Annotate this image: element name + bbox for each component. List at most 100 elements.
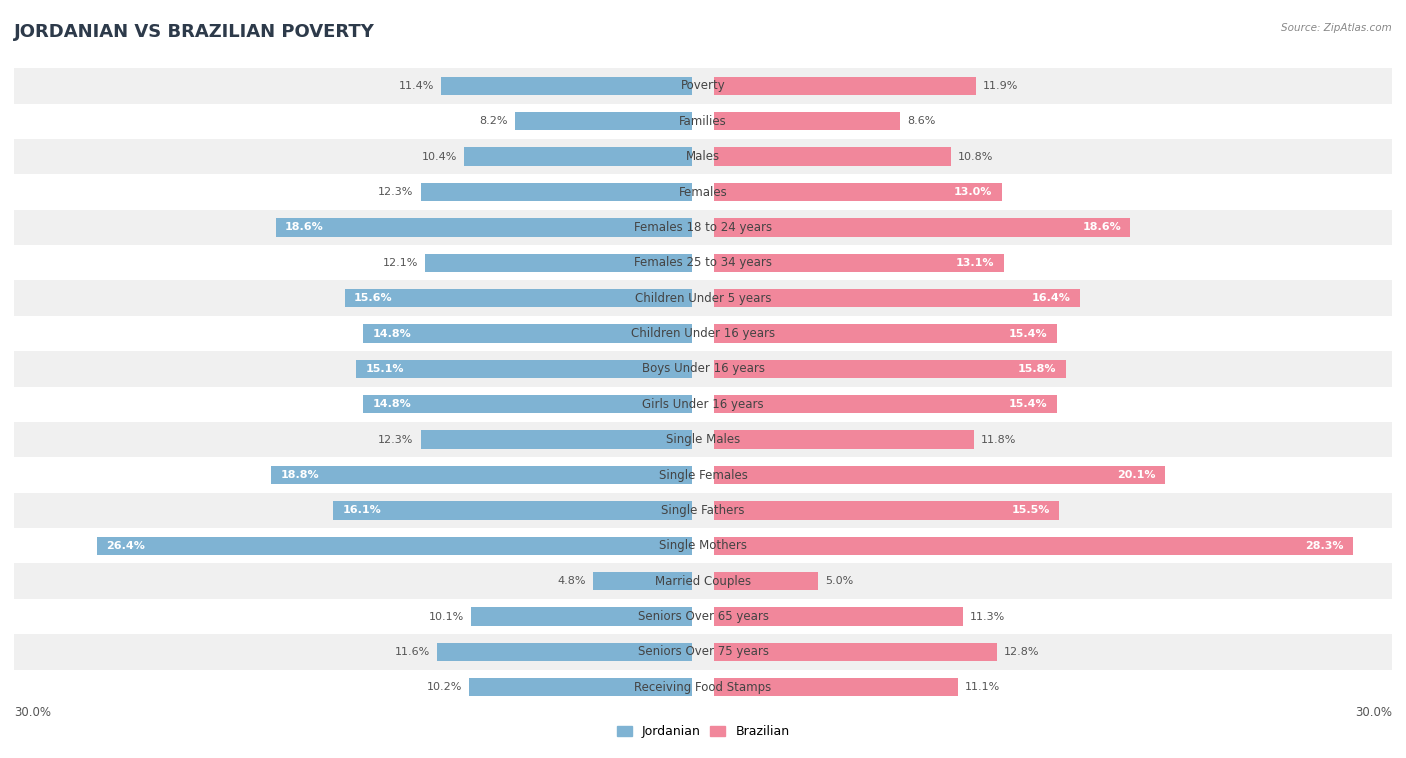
Bar: [14, 245, 1392, 280]
Bar: [471, 607, 692, 625]
Bar: [714, 678, 957, 697]
Text: 13.0%: 13.0%: [955, 187, 993, 197]
Text: 18.8%: 18.8%: [280, 470, 319, 480]
Text: 10.1%: 10.1%: [429, 612, 464, 622]
Text: Families: Families: [679, 114, 727, 128]
Bar: [97, 537, 692, 555]
Bar: [437, 643, 692, 661]
Text: 11.4%: 11.4%: [399, 81, 434, 91]
Text: 15.5%: 15.5%: [1011, 506, 1050, 515]
Bar: [363, 324, 692, 343]
Text: Poverty: Poverty: [681, 80, 725, 92]
Text: 11.8%: 11.8%: [981, 434, 1017, 445]
Text: 10.2%: 10.2%: [426, 682, 461, 692]
Bar: [14, 68, 1392, 104]
Bar: [420, 183, 692, 201]
Bar: [714, 395, 1057, 413]
Bar: [276, 218, 692, 236]
Text: 15.6%: 15.6%: [354, 293, 392, 303]
Bar: [344, 289, 692, 307]
Text: 16.1%: 16.1%: [343, 506, 381, 515]
Text: Females: Females: [679, 186, 727, 199]
Bar: [714, 183, 1001, 201]
Bar: [14, 387, 1392, 422]
Text: 10.8%: 10.8%: [957, 152, 993, 161]
Text: 18.6%: 18.6%: [285, 222, 323, 233]
Text: 16.4%: 16.4%: [1032, 293, 1070, 303]
Text: Single Fathers: Single Fathers: [661, 504, 745, 517]
Text: JORDANIAN VS BRAZILIAN POVERTY: JORDANIAN VS BRAZILIAN POVERTY: [14, 23, 375, 41]
Text: Females 18 to 24 years: Females 18 to 24 years: [634, 221, 772, 234]
Bar: [14, 104, 1392, 139]
Text: Children Under 5 years: Children Under 5 years: [634, 292, 772, 305]
Bar: [14, 316, 1392, 351]
Bar: [425, 254, 692, 272]
Bar: [714, 218, 1130, 236]
Text: Single Males: Single Males: [666, 433, 740, 446]
Text: 12.8%: 12.8%: [1004, 647, 1039, 657]
Text: 4.8%: 4.8%: [557, 576, 586, 586]
Text: 15.8%: 15.8%: [1018, 364, 1057, 374]
Text: 20.1%: 20.1%: [1116, 470, 1156, 480]
Bar: [14, 493, 1392, 528]
Bar: [714, 77, 976, 95]
Text: Males: Males: [686, 150, 720, 163]
Text: Females 25 to 34 years: Females 25 to 34 years: [634, 256, 772, 269]
Bar: [714, 643, 997, 661]
Bar: [441, 77, 692, 95]
Bar: [714, 466, 1164, 484]
Text: Receiving Food Stamps: Receiving Food Stamps: [634, 681, 772, 694]
Text: 12.3%: 12.3%: [378, 434, 413, 445]
Bar: [714, 254, 1004, 272]
Bar: [14, 351, 1392, 387]
Bar: [14, 599, 1392, 634]
Bar: [14, 634, 1392, 669]
Bar: [420, 431, 692, 449]
Text: 5.0%: 5.0%: [825, 576, 853, 586]
Text: 11.6%: 11.6%: [395, 647, 430, 657]
Bar: [333, 501, 692, 519]
Text: 30.0%: 30.0%: [1355, 706, 1392, 719]
Bar: [14, 210, 1392, 245]
Text: Seniors Over 65 years: Seniors Over 65 years: [637, 610, 769, 623]
Bar: [14, 528, 1392, 563]
Bar: [714, 360, 1066, 378]
Text: 14.8%: 14.8%: [373, 328, 411, 339]
Text: 15.1%: 15.1%: [366, 364, 404, 374]
Text: 14.8%: 14.8%: [373, 399, 411, 409]
Bar: [593, 572, 692, 590]
Text: 12.3%: 12.3%: [378, 187, 413, 197]
Bar: [714, 572, 818, 590]
Text: 15.4%: 15.4%: [1010, 328, 1047, 339]
Text: Single Females: Single Females: [658, 468, 748, 481]
Text: 11.1%: 11.1%: [965, 682, 1000, 692]
Bar: [714, 112, 900, 130]
Text: 18.6%: 18.6%: [1083, 222, 1121, 233]
Text: 10.4%: 10.4%: [422, 152, 457, 161]
Bar: [14, 280, 1392, 316]
Bar: [515, 112, 692, 130]
Bar: [14, 422, 1392, 457]
Text: Source: ZipAtlas.com: Source: ZipAtlas.com: [1281, 23, 1392, 33]
Bar: [14, 563, 1392, 599]
Text: Boys Under 16 years: Boys Under 16 years: [641, 362, 765, 375]
Bar: [714, 431, 974, 449]
Bar: [14, 457, 1392, 493]
Bar: [14, 174, 1392, 210]
Bar: [714, 148, 950, 166]
Text: Single Mothers: Single Mothers: [659, 539, 747, 553]
Text: 13.1%: 13.1%: [956, 258, 994, 268]
Text: 26.4%: 26.4%: [105, 540, 145, 551]
Bar: [468, 678, 692, 697]
Bar: [714, 501, 1059, 519]
Bar: [14, 139, 1392, 174]
Text: Married Couples: Married Couples: [655, 575, 751, 587]
Legend: Jordanian, Brazilian: Jordanian, Brazilian: [612, 720, 794, 744]
Bar: [714, 607, 963, 625]
Text: 15.4%: 15.4%: [1010, 399, 1047, 409]
Text: Seniors Over 75 years: Seniors Over 75 years: [637, 645, 769, 659]
Text: 12.1%: 12.1%: [382, 258, 418, 268]
Text: 11.3%: 11.3%: [969, 612, 1005, 622]
Bar: [356, 360, 692, 378]
Bar: [271, 466, 692, 484]
